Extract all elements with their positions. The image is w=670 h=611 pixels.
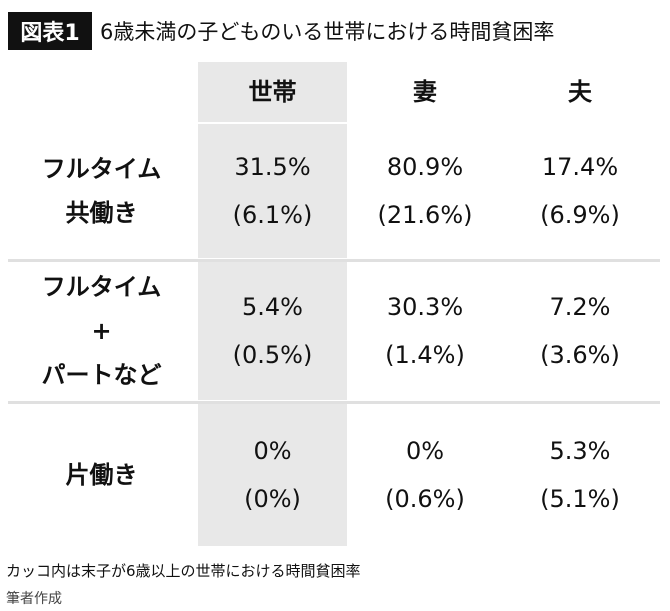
column-header: 妻 [350,62,500,122]
cell-value: 0% [253,437,292,465]
cell-value: 30.3% [386,293,464,321]
row-label-line: フルタイム [41,273,162,301]
header-text: 世帯 [248,78,297,106]
row-label: 片働き [8,404,195,546]
cell-value: 7.2% [549,293,611,321]
row-label-line: 片働き [65,461,138,489]
cell-value: 0% [405,437,445,465]
cell-value: 80.9% [386,153,464,181]
badge: 図表1 [8,12,92,50]
cell-value: 5.3% [549,437,611,465]
row-separator [8,401,660,404]
row-label: フルタイム + パートなど [8,262,195,400]
cell-value: (0.6%) [385,485,465,513]
title: 6歳未満の子どものいる世帯における時間貧困率 [100,20,555,44]
cell-value: 5.4% [242,293,303,321]
row-label-line: フルタイム [41,155,162,183]
header-text: 妻 [413,78,437,106]
cell: 7.2% (3.6%) [500,262,660,400]
cell-value: (1.4%) [385,341,465,369]
cell: 0% (0%) [198,404,347,546]
row-label-line: パートなど [41,361,162,389]
cell-value: (0%) [244,485,301,513]
cell-value: (3.6%) [540,341,620,369]
row-label-line: + [91,317,112,345]
cell-value: (6.9%) [540,201,620,229]
cell: 5.3% (5.1%) [500,404,660,546]
row-separator [8,259,660,262]
row-label: フルタイム 共働き [8,124,195,258]
note: 筆者作成 [6,591,62,607]
cell: 80.9% (21.6%) [350,124,500,258]
header-text: 夫 [568,78,592,106]
row-label-line: 共働き [65,199,138,227]
cell-value: (21.6%) [377,201,473,229]
cell-value: 17.4% [541,153,619,181]
cell-value: (6.1%) [232,201,313,229]
column-header: 世帯 [198,62,347,122]
cell: 17.4% (6.9%) [500,124,660,258]
cell: 30.3% (1.4%) [350,262,500,400]
cell-value: 31.5% [234,153,311,181]
cell-value: (0.5%) [232,341,313,369]
cell: 0% (0.6%) [350,404,500,546]
cell-value: (5.1%) [540,485,620,513]
cell: 5.4% (0.5%) [198,262,347,400]
cell: 31.5% (6.1%) [198,124,347,258]
column-header: 夫 [500,62,660,122]
note: カッコ内は末子が6歳以上の世帯における時間貧困率 [6,562,361,580]
